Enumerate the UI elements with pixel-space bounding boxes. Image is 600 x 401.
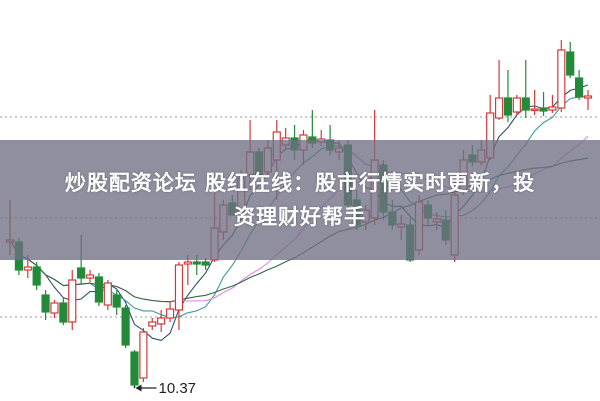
- candle-body: [566, 51, 575, 76]
- candle-body: [530, 108, 539, 112]
- candle: [139, 328, 148, 382]
- candle: [94, 273, 104, 306]
- candle-body: [59, 302, 68, 323]
- candle: [174, 262, 184, 330]
- low-price-label: 10.37: [158, 380, 196, 397]
- candle-body: [32, 266, 41, 286]
- title-banner: 炒股配资论坛 股红在线：股市行情实时更新，投 资理财好帮手: [0, 140, 600, 260]
- candle-body: [77, 267, 86, 279]
- candle: [521, 60, 530, 118]
- candle: [494, 60, 504, 120]
- candle: [148, 318, 157, 330]
- candle: [50, 300, 59, 318]
- candle-body: [192, 261, 201, 265]
- candle: [583, 90, 593, 110]
- candle: [503, 70, 513, 122]
- candle: [566, 42, 575, 78]
- candle-body: [521, 97, 530, 111]
- candle-body: [503, 97, 513, 116]
- candle-body: [494, 97, 504, 119]
- candle: [32, 262, 41, 290]
- candle: [165, 302, 175, 322]
- candle-body: [130, 351, 139, 386]
- candle: [85, 270, 95, 282]
- candle: [183, 255, 192, 285]
- candle: [68, 270, 77, 330]
- title-line-2: 资理财好帮手: [234, 205, 366, 229]
- candle-body: [157, 317, 166, 325]
- candle-body: [183, 261, 192, 265]
- candle-body: [112, 294, 121, 308]
- candle: [112, 290, 121, 315]
- candle-body: [201, 261, 210, 266]
- candle-body: [50, 302, 59, 314]
- candle: [539, 92, 548, 116]
- candle: [130, 350, 139, 388]
- candle-body: [121, 307, 130, 346]
- candle-body: [165, 308, 175, 319]
- candle-body: [575, 77, 584, 98]
- low-annotation: 10.37: [133, 380, 196, 397]
- candle: [201, 258, 210, 270]
- candle: [59, 298, 68, 325]
- candle: [512, 95, 521, 115]
- candle-body: [512, 97, 521, 113]
- candle-body: [148, 321, 157, 327]
- candle-body: [139, 331, 148, 379]
- candle-body: [539, 107, 548, 112]
- candle-body: [557, 49, 566, 109]
- candle-body: [103, 282, 112, 306]
- candle: [121, 305, 130, 348]
- candle: [548, 95, 557, 113]
- candle-body: [23, 266, 32, 271]
- candle: [575, 70, 584, 100]
- candle-body: [174, 264, 184, 311]
- title-line-1: 炒股配资论坛 股红在线：股市行情实时更新，投: [64, 171, 536, 195]
- candle-body: [548, 106, 557, 111]
- candle: [557, 40, 566, 112]
- candle-body: [583, 95, 593, 99]
- candle: [41, 290, 50, 320]
- candle: [103, 280, 112, 310]
- candle: [530, 90, 539, 115]
- candle-body: [94, 276, 104, 303]
- candle-body: [68, 279, 77, 323]
- candle-body: [41, 294, 50, 313]
- candle: [157, 310, 166, 332]
- candle-body: [85, 274, 95, 279]
